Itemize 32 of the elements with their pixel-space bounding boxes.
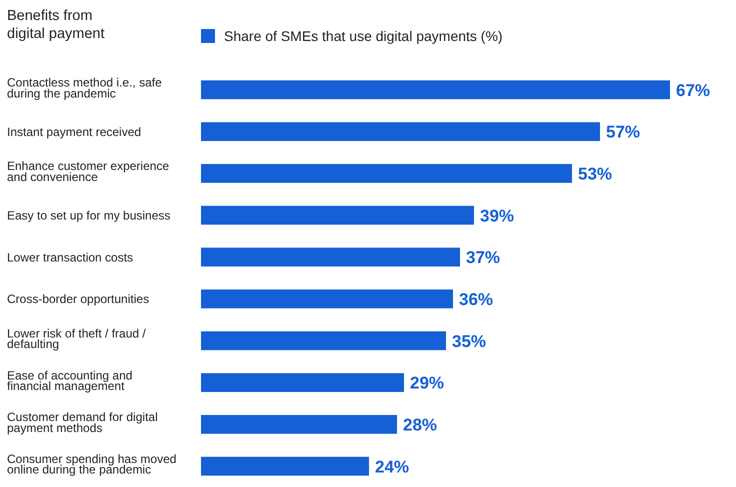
bar [201,206,474,225]
y-tick-label: Customer demand for digital payment methods [7,410,158,435]
y-tick-label: Cross-border opportunities [7,292,150,306]
y-tick-label: Lower transaction costs [7,250,134,264]
data-label: 53% [578,164,612,184]
bar [201,331,446,350]
y-tick-label: Instant payment received [7,124,142,139]
y-tick-label: Easy to set up for my business [7,208,170,222]
data-label: 39% [480,206,514,226]
bar [201,290,453,308]
bar [201,248,460,266]
y-tick-label: Lower risk of theft / fraud / defaulting [7,326,146,352]
bar [201,373,404,392]
legend-label: Share of SMEs that use digital payments (%) [224,28,503,44]
y-tick-label: Contactless method i.e., safe during the pandemic [7,75,162,100]
data-label: 37% [466,248,500,268]
bar [201,414,397,434]
data-label: 29% [410,374,444,393]
data-label: 36% [459,290,494,310]
data-label: 67% [676,80,710,100]
bar [201,80,670,100]
bar [201,122,600,142]
y-tick-label: Ease of accounting and financial management [7,368,132,394]
data-label: 28% [403,416,438,435]
bar [201,164,572,183]
data-label: 24% [375,457,410,476]
bar [201,456,369,476]
data-label: 35% [452,332,486,351]
y-axis-title: Benefits from digital payment [7,8,105,42]
y-tick-label: Consumer spending has moved online during the pandemic [7,452,176,477]
data-label: 57% [606,122,640,142]
y-tick-label: Enhance customer experience and convenience [7,159,170,184]
